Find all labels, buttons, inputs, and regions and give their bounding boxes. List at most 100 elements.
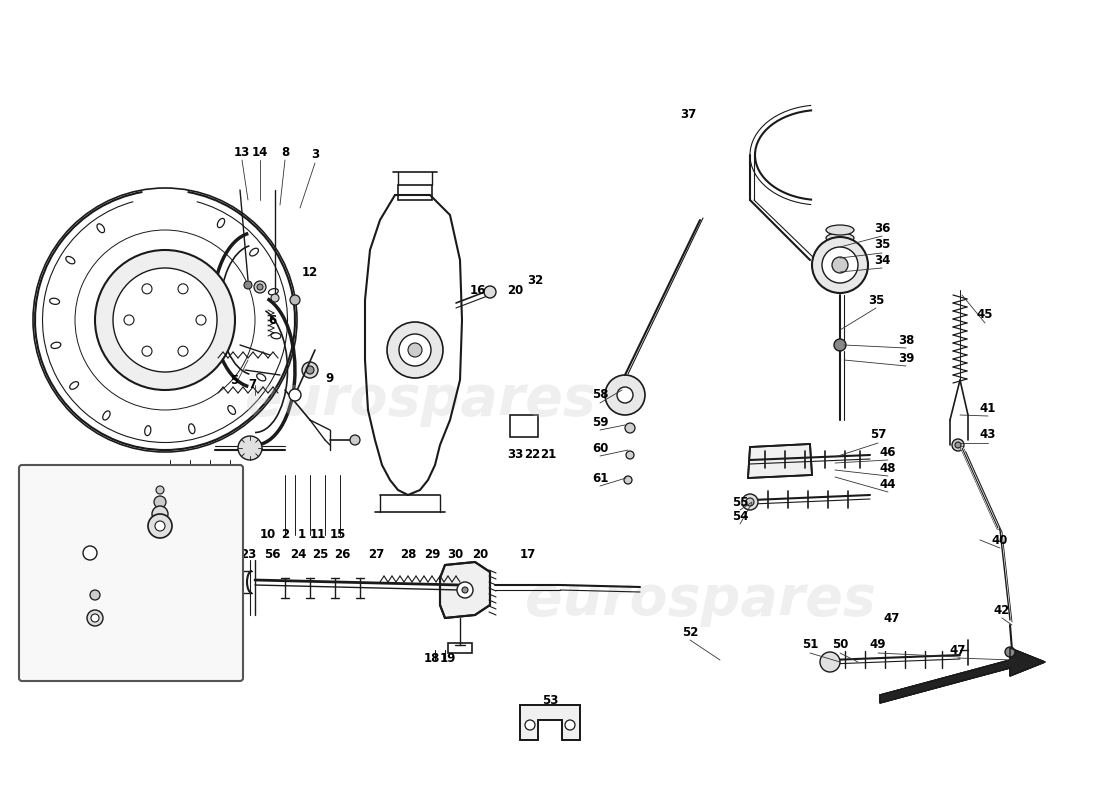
Text: 20: 20 — [507, 283, 524, 297]
Circle shape — [82, 546, 97, 560]
Text: 45: 45 — [977, 309, 993, 322]
Text: 44: 44 — [880, 478, 896, 490]
Circle shape — [154, 496, 166, 508]
Text: 61: 61 — [592, 471, 608, 485]
Circle shape — [625, 423, 635, 433]
Circle shape — [178, 346, 188, 356]
Text: 27: 27 — [367, 549, 384, 562]
Circle shape — [124, 315, 134, 325]
Text: 15: 15 — [330, 529, 346, 542]
Text: 42: 42 — [993, 603, 1010, 617]
Bar — [398, 185, 432, 200]
Text: 48: 48 — [880, 462, 896, 474]
Text: 33: 33 — [507, 449, 524, 462]
Circle shape — [156, 486, 164, 494]
Text: 5: 5 — [230, 374, 238, 386]
Text: eurospares: eurospares — [525, 573, 876, 627]
Text: 49: 49 — [870, 638, 887, 651]
Polygon shape — [520, 705, 580, 740]
Circle shape — [955, 442, 961, 448]
Text: 37: 37 — [680, 109, 696, 122]
Text: 47: 47 — [883, 611, 900, 625]
Text: 55: 55 — [732, 495, 748, 509]
Circle shape — [456, 582, 473, 598]
Circle shape — [91, 614, 99, 622]
Text: 2: 2 — [280, 529, 289, 542]
Circle shape — [244, 281, 252, 289]
Ellipse shape — [826, 225, 854, 235]
Text: 57: 57 — [870, 429, 887, 442]
Circle shape — [742, 494, 758, 510]
Circle shape — [746, 498, 754, 506]
Circle shape — [617, 387, 632, 403]
Circle shape — [306, 366, 313, 374]
Text: eurospares: eurospares — [244, 373, 595, 427]
Text: 56: 56 — [264, 549, 280, 562]
Text: 14: 14 — [252, 146, 268, 158]
Circle shape — [408, 343, 422, 357]
Circle shape — [822, 247, 858, 283]
Text: 38: 38 — [898, 334, 914, 346]
Text: 11: 11 — [310, 529, 326, 542]
Circle shape — [1005, 647, 1015, 657]
Ellipse shape — [826, 233, 854, 243]
Circle shape — [350, 435, 360, 445]
Text: -Valid till Ass. Nr. 23624-: -Valid till Ass. Nr. 23624- — [56, 621, 200, 631]
Text: 18: 18 — [424, 651, 440, 665]
Circle shape — [952, 439, 964, 451]
Text: -No per USA, CDN e AUS-: -No per USA, CDN e AUS- — [55, 605, 201, 615]
Text: 25: 25 — [311, 549, 328, 562]
Circle shape — [626, 451, 634, 459]
Text: 58: 58 — [592, 389, 608, 402]
Circle shape — [832, 257, 848, 273]
Text: 28: 28 — [399, 549, 416, 562]
Text: 53: 53 — [542, 694, 558, 706]
Text: 1: 1 — [298, 529, 306, 542]
Circle shape — [624, 476, 632, 484]
Text: 3: 3 — [311, 149, 319, 162]
Text: 7: 7 — [189, 529, 197, 542]
Circle shape — [605, 375, 645, 415]
Text: 50: 50 — [832, 638, 848, 651]
Text: -Not for USA, CDN and AUS-: -Not for USA, CDN and AUS- — [46, 637, 210, 647]
Text: 17: 17 — [520, 549, 536, 562]
Polygon shape — [440, 562, 490, 618]
Text: 13: 13 — [234, 146, 250, 158]
Polygon shape — [748, 444, 812, 478]
Circle shape — [462, 587, 468, 593]
Circle shape — [142, 346, 152, 356]
Text: 46: 46 — [880, 446, 896, 458]
Circle shape — [142, 284, 152, 294]
Circle shape — [399, 334, 431, 366]
Circle shape — [152, 506, 168, 522]
Circle shape — [290, 295, 300, 305]
Text: 44: 44 — [42, 658, 58, 671]
Polygon shape — [880, 648, 1045, 703]
Text: 6: 6 — [268, 314, 276, 326]
Text: 16: 16 — [470, 283, 486, 297]
Circle shape — [87, 610, 103, 626]
Text: 34: 34 — [873, 254, 890, 266]
Text: 24: 24 — [289, 549, 306, 562]
Text: 26: 26 — [333, 549, 350, 562]
Text: 19: 19 — [440, 651, 456, 665]
Text: 47: 47 — [949, 643, 966, 657]
Circle shape — [387, 322, 443, 378]
Circle shape — [95, 250, 235, 390]
Text: 32: 32 — [527, 274, 543, 286]
Circle shape — [196, 315, 206, 325]
Circle shape — [820, 652, 840, 672]
Circle shape — [148, 514, 172, 538]
Text: 48: 48 — [169, 471, 186, 485]
Text: 46: 46 — [191, 503, 208, 517]
Circle shape — [178, 284, 188, 294]
Circle shape — [90, 590, 100, 600]
Text: 12: 12 — [301, 266, 318, 278]
Text: 21: 21 — [540, 449, 557, 462]
Text: 20: 20 — [472, 549, 488, 562]
Text: 23: 23 — [240, 549, 256, 562]
Text: 10: 10 — [260, 529, 276, 542]
Bar — [448, 643, 472, 653]
Circle shape — [289, 389, 301, 401]
Text: 39: 39 — [898, 351, 914, 365]
